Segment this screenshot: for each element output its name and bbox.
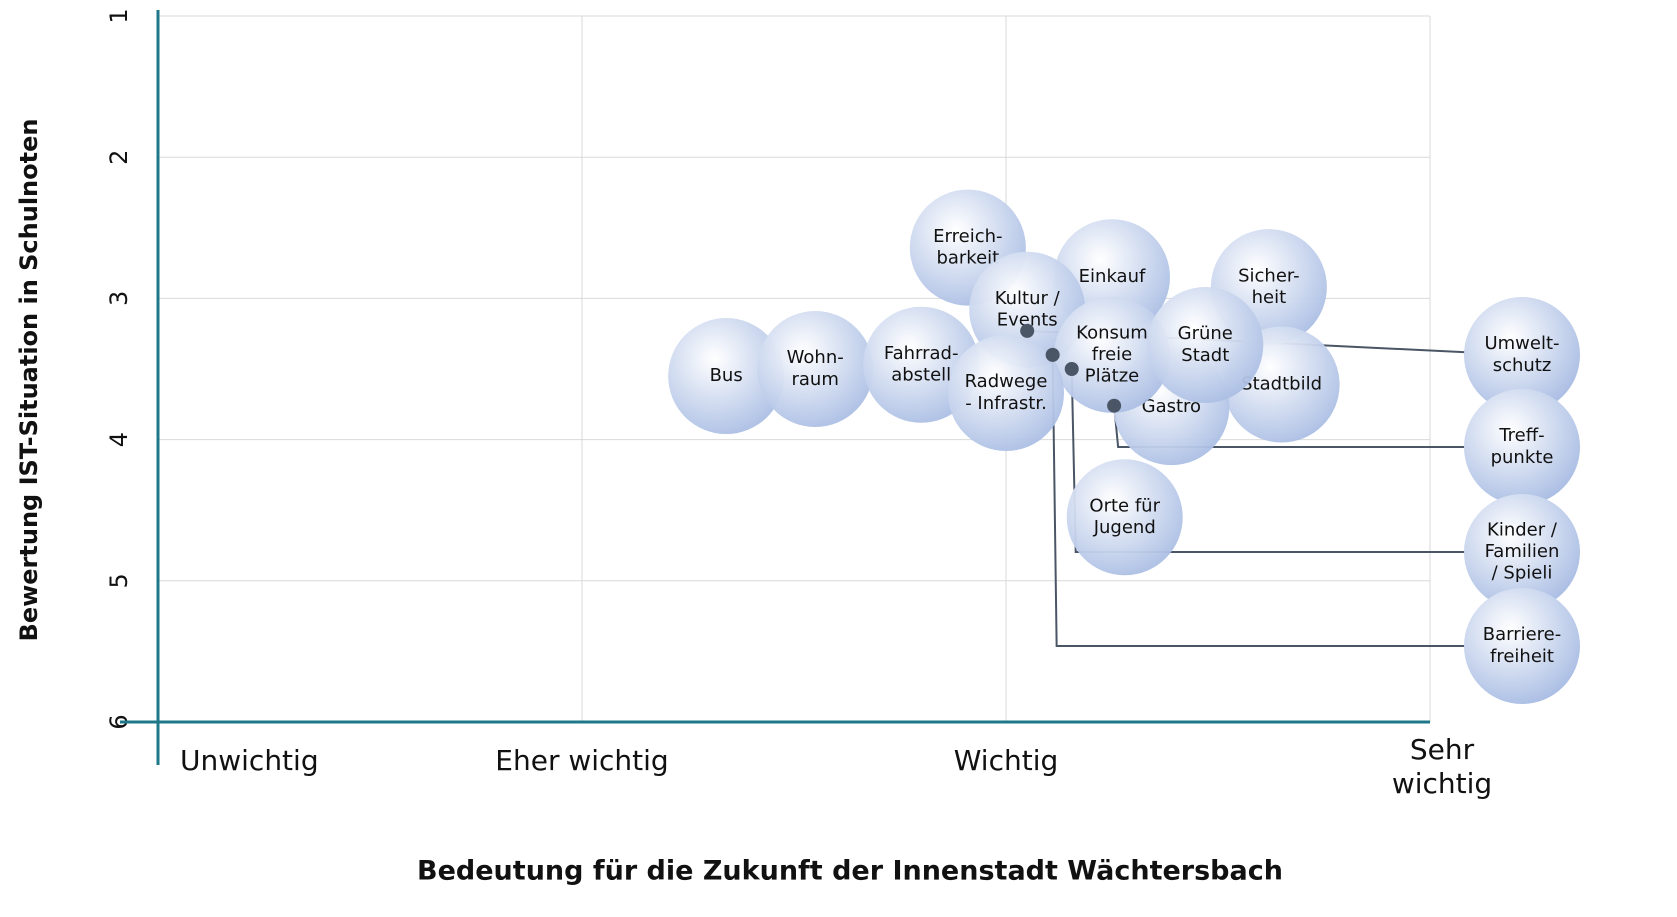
bubble bbox=[668, 318, 785, 435]
y-tick-label: 4 bbox=[105, 432, 133, 447]
leader-line bbox=[1070, 368, 1522, 553]
bubble-label: Stadtbild bbox=[1241, 374, 1322, 395]
callout-label: Barriere-freiheit bbox=[1483, 624, 1562, 667]
bubble-label: Kultur / Events bbox=[995, 288, 1061, 331]
bubble-label: Grüne Stadt bbox=[1178, 323, 1233, 366]
x-tick-label: Eher wichtig bbox=[495, 744, 668, 777]
bubble-label: Bus bbox=[710, 365, 743, 386]
leader-line bbox=[1051, 354, 1522, 647]
bubble-label: Konsum freie Plätze bbox=[1076, 322, 1148, 386]
bubble bbox=[757, 311, 874, 427]
x-tick-label: Unwichtig bbox=[180, 744, 319, 777]
x-axis-title: Bedeutung für die Zukunft der Innenstadt… bbox=[417, 856, 1283, 887]
y-tick-label: 3 bbox=[105, 291, 133, 306]
x-tick-label: Wichtig bbox=[954, 744, 1059, 777]
y-tick-label: 5 bbox=[105, 573, 133, 588]
bubble-label: Orte für Jugend bbox=[1089, 495, 1160, 538]
callout-bubble bbox=[1464, 494, 1580, 610]
callout-bubble bbox=[1464, 297, 1580, 413]
callout-bubble bbox=[1464, 588, 1580, 704]
bubble-label: Gastro bbox=[1142, 396, 1201, 417]
y-tick-label: 6 bbox=[105, 714, 133, 729]
callout-label: Kinder / Familien / Spieli bbox=[1485, 519, 1560, 583]
callout-label: Treff-punkte bbox=[1491, 425, 1554, 468]
y-tick-label: 2 bbox=[105, 150, 133, 165]
y-tick-label: 1 bbox=[105, 8, 133, 23]
point-dot bbox=[1107, 398, 1122, 413]
bubble-label: Wohn-raum bbox=[787, 347, 844, 390]
bubble-label: Radwege - Infrastr. bbox=[965, 371, 1048, 414]
callout-label: Umwelt-schutz bbox=[1484, 333, 1559, 376]
bubble bbox=[1066, 459, 1183, 576]
bubble-label: Fahrrad-abstell bbox=[884, 343, 959, 386]
point-dot bbox=[1020, 323, 1035, 338]
callout-bubble bbox=[1464, 389, 1580, 505]
bubble-label: Sicher-heit bbox=[1238, 265, 1300, 308]
bubble-label: Einkauf bbox=[1079, 266, 1146, 287]
point-dot bbox=[1064, 362, 1079, 376]
x-tick-label: Sehr wichtig bbox=[1392, 733, 1492, 800]
bubble bbox=[1147, 286, 1264, 403]
bubble bbox=[1054, 296, 1170, 413]
bubble-label: Erreich-barkeit bbox=[933, 226, 1002, 269]
point-dot bbox=[1045, 347, 1060, 362]
bubble bbox=[948, 335, 1064, 452]
y-axis-title: Bewertung IST-Situation in Schulnoten bbox=[15, 119, 43, 642]
